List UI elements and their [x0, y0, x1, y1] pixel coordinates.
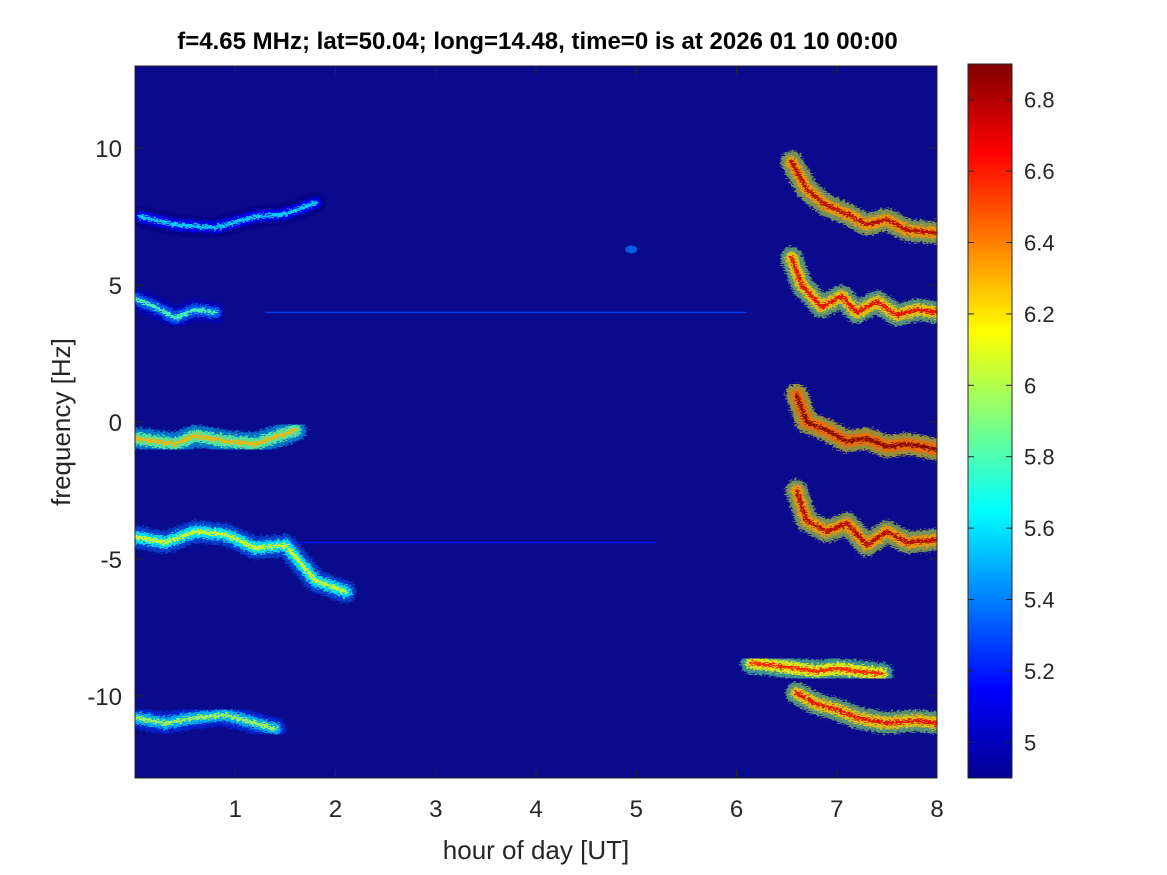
x-tick-label: 1 [229, 796, 242, 823]
x-axis-label: hour of day [UT] [443, 835, 629, 865]
trace-lower-2-core [135, 713, 278, 731]
colorbar-tick-label: 6.8 [1024, 88, 1055, 113]
trace-late-1-core [789, 159, 937, 235]
colorbar-tick-label: 5.4 [1024, 588, 1055, 613]
faint-patch [625, 245, 638, 254]
x-tick-label: 3 [429, 796, 442, 823]
trace-upper-2-core [135, 296, 218, 320]
y-tick-label: 10 [95, 136, 122, 163]
x-tick-label: 7 [830, 796, 843, 823]
x-tick-label: 2 [329, 796, 342, 823]
y-axis-label: frequency [Hz] [46, 338, 76, 506]
trace-center-core [135, 428, 298, 446]
x-axis: 1 2 3 4 5 6 7 8 [229, 66, 944, 823]
trace-upper-1-core [138, 200, 318, 230]
chart-title: f=4.65 MHz; lat=50.04; long=14.48, time=… [177, 28, 898, 55]
x-tick-label: 4 [529, 796, 542, 823]
colorbar [967, 63, 1013, 779]
trace-late-3-core [794, 392, 937, 452]
colorbar-tick-label: 5.6 [1024, 516, 1055, 541]
colorbar-tick-label: 6.6 [1024, 159, 1055, 184]
colorbar-ticks: 6.8 6.6 6.4 6.2 6 5.8 5.6 5.4 5.2 5 [968, 88, 1055, 755]
y-tick-label: 5 [109, 273, 122, 300]
colorbar-tick-label: 5 [1024, 730, 1036, 755]
trace-lower-1-core [135, 529, 348, 594]
trace-late-4-core [794, 488, 937, 548]
colorbar-tick-label: 6.4 [1024, 231, 1055, 256]
x-tick-label: 8 [930, 796, 943, 823]
trace-late-6-core [794, 691, 937, 726]
colorbar-tick-label: 5.2 [1024, 659, 1055, 684]
colorbar-tick-label: 6 [1024, 373, 1036, 398]
x-tick-label: 6 [730, 796, 743, 823]
trace-late-2-core [789, 255, 937, 318]
colorbar-tick-label: 6.2 [1024, 302, 1055, 327]
y-tick-label: -10 [87, 684, 122, 711]
y-tick-label: -5 [101, 547, 122, 574]
trace-late-5-core [749, 661, 884, 676]
y-tick-label: 0 [109, 410, 122, 437]
colorbar-tick-label: 5.8 [1024, 445, 1055, 470]
x-tick-label: 5 [630, 796, 643, 823]
spectrogram-traces [135, 150, 937, 740]
y-axis: 10 5 0 -5 -10 [87, 136, 937, 711]
